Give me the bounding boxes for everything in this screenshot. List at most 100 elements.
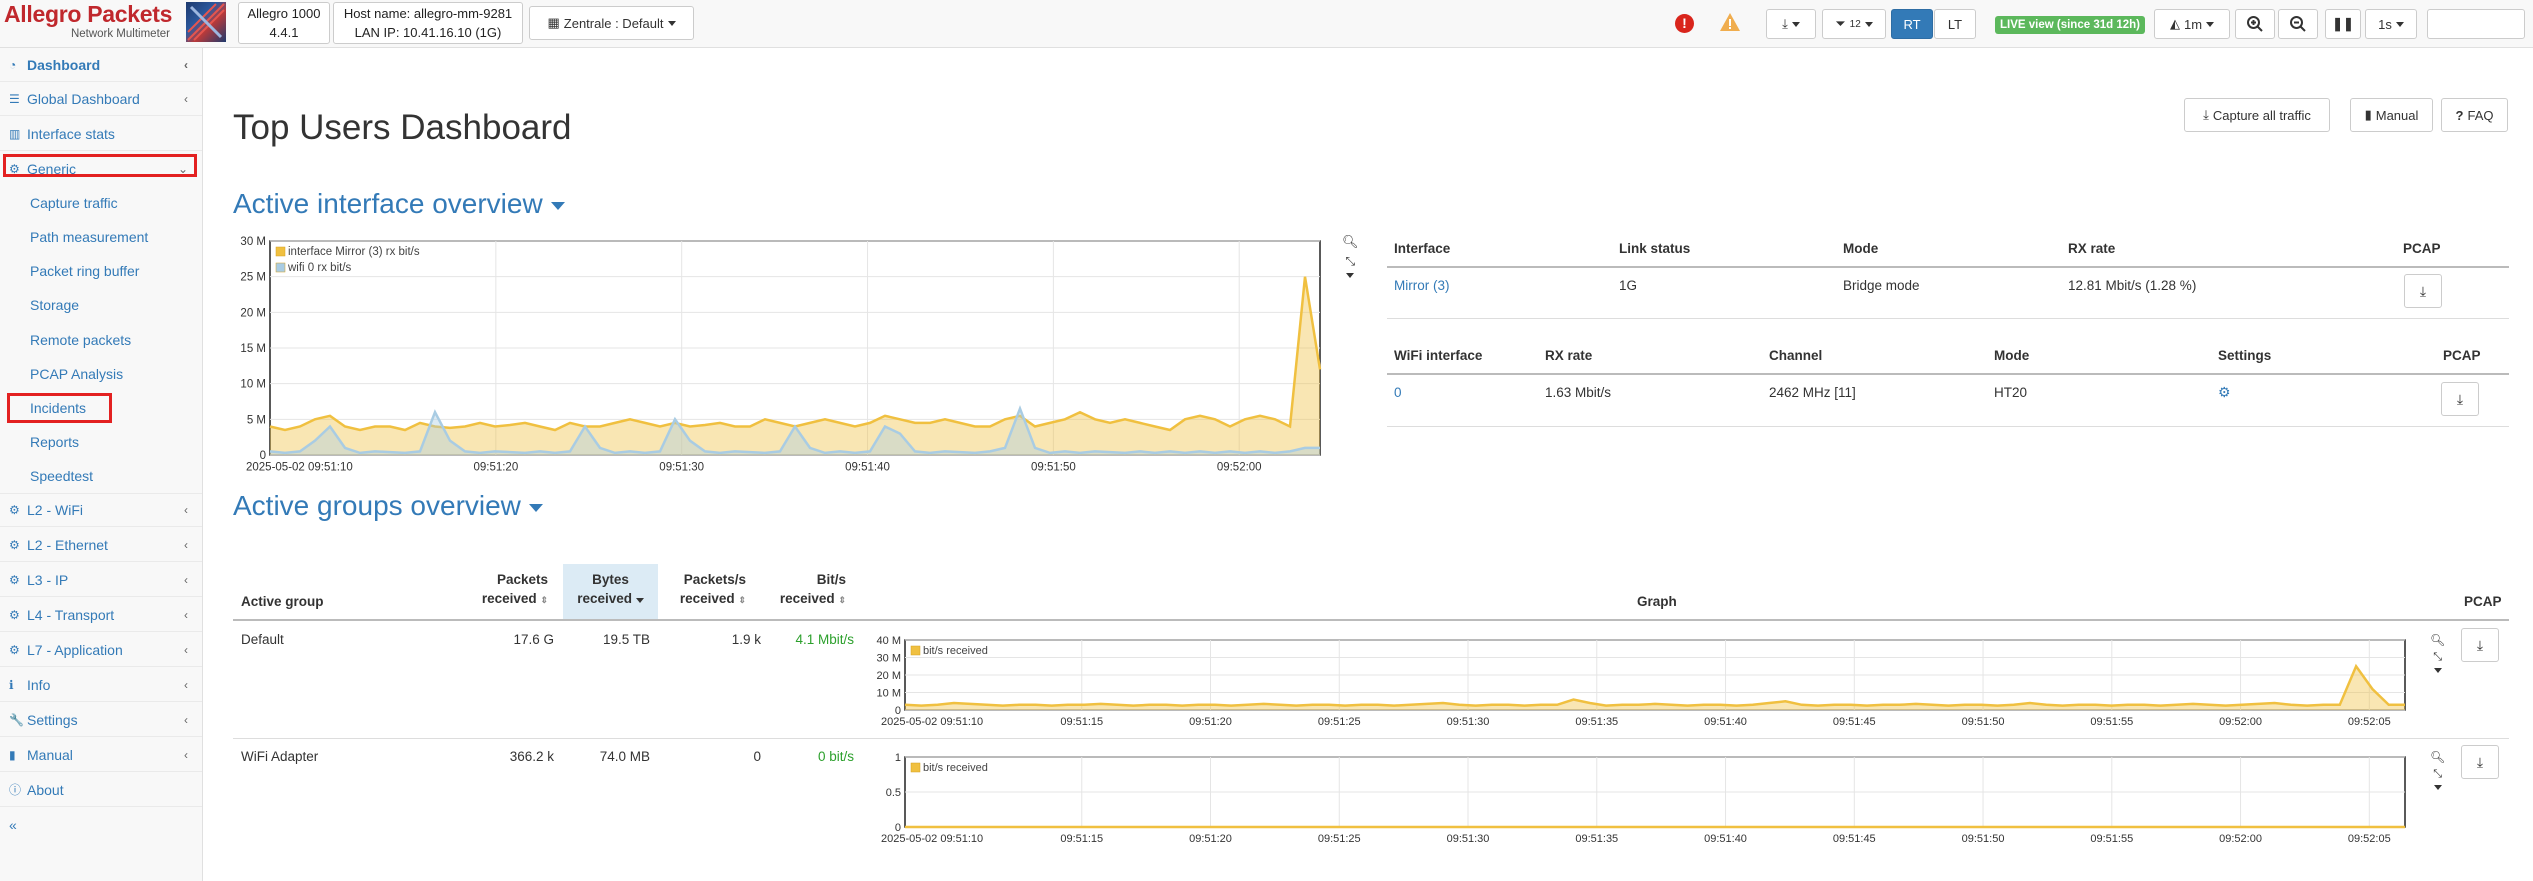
sidebar-item-pcap-analysis[interactable]: PCAP Analysis [0,357,202,391]
chevron-down-icon [1864,21,1873,27]
logo[interactable]: Allegro Packets Network Multimeter [4,1,184,46]
zoom-in-button[interactable] [2235,9,2275,39]
sidebar-item-label: L2 - Ethernet [27,536,108,553]
interval-select[interactable]: 1s [2365,9,2417,39]
sort-icon: ⇕ [738,595,746,605]
wifi-pcap-download-button[interactable]: ⤓ [2441,382,2479,416]
sidebar-item-interface-stats[interactable]: ▥ Interface stats [0,117,202,151]
rx-rate: 12.81 Mbit/s (1.28 %) [2068,278,2197,293]
group-name[interactable]: WiFi Adapter [241,749,319,764]
col-bits-per-sec[interactable]: Bit/s received ⇕ [770,564,846,619]
lan-ip: LAN IP: 10.41.16.10 (1G) [354,25,502,40]
sidebar-item-packet-ring-buffer[interactable]: Packet ring buffer [0,254,202,288]
download-menu-button[interactable]: ⤓ [1766,9,1816,39]
interface-mode: Bridge mode [1843,278,1920,293]
brand-subtitle: Network Multimeter [70,28,170,40]
group-name[interactable]: Default [241,632,284,647]
y-tick-label: 0 [895,705,901,717]
sidebar-item-incidents[interactable]: Incidents [0,391,202,425]
x-tick-label: 09:51:35 [1575,716,1618,728]
col-packets-per-sec[interactable]: Packets/s received ⇕ [660,564,746,619]
interface-link[interactable]: Mirror (3) [1394,278,1450,293]
col-pps-line1: Packets/s [683,572,746,587]
warning-icon[interactable] [1719,12,1741,32]
sidebar-item-l7-application[interactable]: ⚙ L7 - Application ‹ [0,633,202,667]
col-link-status: Link status [1619,241,1691,256]
sidebar-item-dashboard[interactable]: ◔ Dashboard ‹ [0,48,202,82]
series-line [269,405,1320,455]
sidebar-item-capture-traffic[interactable]: Capture traffic [0,186,202,220]
col-packets-received[interactable]: Packets received ⇕ [458,564,548,619]
chevron-down-icon[interactable] [2433,785,2442,790]
section-title-groups[interactable]: Active groups overview [233,490,543,522]
x-tick-label: 09:51:30 [1447,833,1490,845]
rt-button[interactable]: RT [1891,9,1933,39]
legend-label: bit/s received [923,762,988,774]
sidebar-item-path-measurement[interactable]: Path measurement [0,220,202,254]
manual-button[interactable]: ▮ Manual [2350,98,2433,132]
y-tick-label: 10 M [877,688,901,700]
sidebar-item-l2-wifi[interactable]: ⚙ L2 - WiFi ‹ [0,493,202,527]
sidebar-item-label: L3 - IP [27,571,69,588]
gear-icon: ⚙ [9,162,20,176]
download-icon: ⤓ [2203,107,2209,122]
capture-all-button[interactable]: ⤓ Capture all traffic [2184,98,2330,132]
wrench-icon: 🔧 [9,712,24,727]
zoom-icon[interactable]: 🔍︎ [1342,234,1359,249]
sidebar-item-remote-packets[interactable]: Remote packets [0,323,202,357]
sidebar-item-settings[interactable]: 🔧 Settings ‹ [0,703,202,737]
x-tick-label: 2025-05-02 09:51:10 [246,462,353,474]
col-bytes-line2: received [577,591,633,606]
expand-icon[interactable]: ⤡ [2433,651,2443,663]
y-tick-label: 30 M [240,236,266,248]
filter-button[interactable]: ⏷ 12 [1822,9,1886,39]
sidebar-item-about[interactable]: ⓘ About [0,773,202,807]
zoom-out-button[interactable] [2278,9,2318,39]
x-tick-label: 09:51:25 [1318,716,1361,728]
sidebar-item-info[interactable]: ℹ Info ‹ [0,668,202,702]
wifi-interface-link[interactable]: 0 [1394,385,1402,400]
alert-icon[interactable]: ! [1675,14,1694,33]
sidebar-item-reports[interactable]: Reports [0,425,202,459]
sidebar-collapse-button[interactable]: « [0,808,202,842]
sidebar-item-manual[interactable]: ▮ Manual ‹ [0,738,202,772]
interface-chart[interactable]: 0 5 M 10 M 15 M 20 M 25 M 30 M 2025-05-02 09:51… [230,233,1330,481]
group-default-chart[interactable]: 0 10 M 20 M 30 M 40 M 2025-05-02 09:51:10 09:5… [860,632,2410,728]
group-wifi-chart[interactable]: 0 0.5 1 2025-05-02 09:51:10 09:51:15 09:51:20… [860,749,2410,845]
sidebar-item-global-dashboard[interactable]: ☰ Global Dashboard ‹ [0,82,202,116]
zoom-icon[interactable]: 🔍︎ [2430,750,2446,764]
bytes-received: 19.5 TB [602,632,650,647]
chevron-down-icon[interactable] [2433,668,2442,673]
pcap-download-button[interactable]: ⤓ [2404,274,2442,308]
sidebar-item-storage[interactable]: Storage [0,288,202,322]
col-settings: Settings [2218,348,2272,363]
zoom-icon[interactable]: 🔍︎ [2430,633,2446,647]
legend: interface Mirror (3) rx bit/s wifi 0 rx b… [275,246,420,274]
area-chart-icon: ◭ [2169,16,2180,31]
sidebar-item-l3-ip[interactable]: ⚙ L3 - IP ‹ [0,563,202,597]
time-range-select[interactable]: ◭ 1m [2154,9,2230,39]
sidebar-item-l4-transport[interactable]: ⚙ L4 - Transport ‹ [0,598,202,632]
col-pps-line2: received [679,591,735,606]
group-wifi-pcap-button[interactable]: ⤓ [2461,745,2499,779]
lt-button[interactable]: LT [1934,9,1976,39]
sidebar: ◔ Dashboard ‹ ☰ Global Dashboard ‹ ▥ Int… [0,48,203,881]
sidebar-item-generic[interactable]: ⚙ Generic ⌄ [0,152,202,186]
gear-icon[interactable]: ⚙ [2218,384,2231,400]
section-title-interfaces[interactable]: Active interface overview [233,188,565,220]
faq-button[interactable]: ? FAQ [2441,98,2508,132]
group-default-pcap-button[interactable]: ⤓ [2461,628,2499,662]
sidebar-item-speedtest[interactable]: Speedtest [0,459,202,493]
x-tick-label: 09:51:25 [1318,833,1361,845]
x-tick-label: 09:51:20 [473,462,518,474]
chevron-down-icon[interactable] [1346,273,1355,278]
x-tick-label: 09:51:50 [1031,462,1076,474]
sidebar-item-l2-ethernet[interactable]: ⚙ L2 - Ethernet ‹ [0,528,202,562]
legend-swatch [910,645,921,656]
pause-button[interactable]: ❚❚ [2325,9,2361,39]
dashboard-select[interactable]: ▦ Zentrale : Default [529,6,694,40]
search-input[interactable] [2427,9,2525,39]
expand-icon[interactable]: ⤡ [2433,768,2443,780]
expand-icon[interactable]: ⤡ [1345,254,1356,268]
col-bytes-received[interactable]: Bytes received [563,564,658,619]
